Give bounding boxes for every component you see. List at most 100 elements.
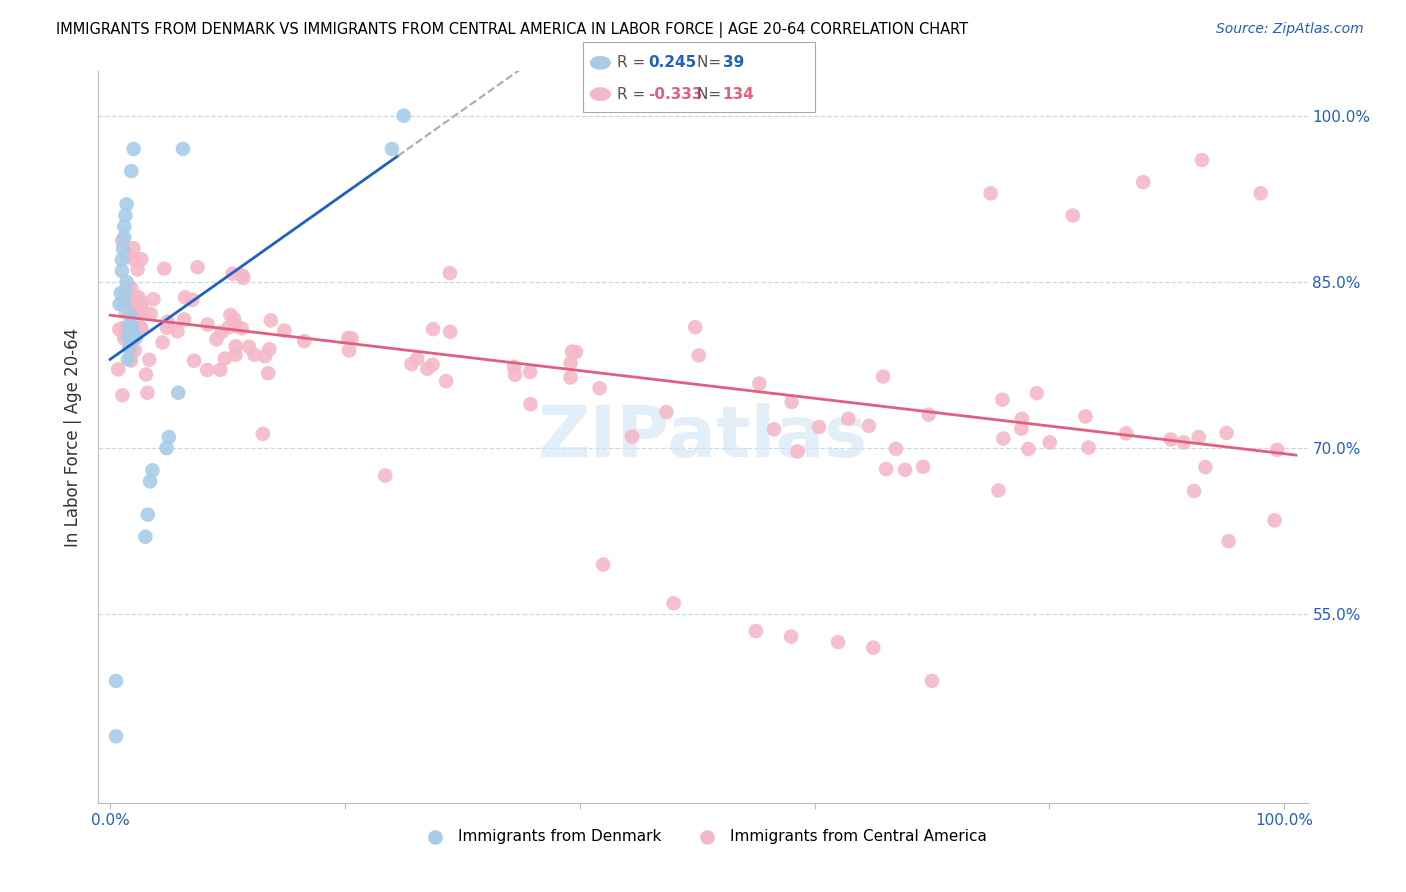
Point <box>156 315 179 329</box>
Text: 134: 134 <box>723 87 755 102</box>
Point <box>1039 435 1062 450</box>
Point <box>980 186 1002 201</box>
Point <box>120 298 142 312</box>
Point <box>120 164 142 178</box>
Point <box>131 301 153 316</box>
Point <box>110 285 132 300</box>
Point <box>231 321 253 335</box>
Point <box>115 281 138 295</box>
Point <box>422 358 444 372</box>
Point <box>131 252 153 267</box>
Text: 39: 39 <box>723 55 744 70</box>
Point <box>205 332 228 346</box>
Point <box>252 426 274 441</box>
Point <box>131 307 153 321</box>
Point <box>221 267 243 281</box>
Point <box>561 344 583 359</box>
Point <box>392 109 415 123</box>
Point <box>120 340 142 354</box>
Point <box>875 462 897 476</box>
Point <box>167 385 190 400</box>
Point <box>118 333 141 347</box>
Point <box>292 334 315 348</box>
Point <box>337 331 360 345</box>
Point <box>173 312 195 326</box>
Point <box>565 345 588 359</box>
Point <box>124 343 146 358</box>
Point <box>157 430 180 444</box>
Point <box>105 729 128 743</box>
Point <box>862 640 884 655</box>
Point <box>406 351 429 366</box>
Point <box>1191 153 1213 167</box>
Point <box>786 444 808 458</box>
Text: R =: R = <box>617 87 651 102</box>
Point <box>260 313 283 327</box>
Point <box>519 397 541 411</box>
Point <box>124 325 146 339</box>
Point <box>1115 426 1137 441</box>
Point <box>121 319 143 334</box>
Point <box>152 335 174 350</box>
Point <box>401 357 423 371</box>
Point <box>183 353 205 368</box>
Point <box>434 374 457 388</box>
Point <box>107 362 129 376</box>
Point <box>993 432 1015 446</box>
Point <box>114 285 136 300</box>
Point <box>1010 422 1032 436</box>
Point <box>911 459 934 474</box>
Point <box>1017 442 1039 456</box>
Point <box>118 291 141 305</box>
Point <box>1263 513 1285 527</box>
Point <box>1250 186 1272 201</box>
Point <box>1160 433 1182 447</box>
Point <box>114 209 136 223</box>
Point <box>122 142 145 156</box>
Point <box>222 312 245 326</box>
Point <box>197 318 219 332</box>
Point <box>122 241 145 255</box>
Point <box>219 308 242 322</box>
Text: -0.333: -0.333 <box>648 87 703 102</box>
Point <box>1182 484 1205 499</box>
Point <box>122 252 145 267</box>
Point <box>166 324 188 338</box>
Text: N=: N= <box>697 55 727 70</box>
Point <box>112 320 135 334</box>
Point <box>1173 435 1195 450</box>
Point <box>422 322 444 336</box>
Point <box>117 352 139 367</box>
Point <box>112 230 135 244</box>
Point <box>683 320 706 334</box>
Point <box>136 385 159 400</box>
Point <box>117 279 139 293</box>
Text: R =: R = <box>617 55 651 70</box>
Point <box>131 321 153 335</box>
Point <box>122 332 145 346</box>
Point <box>135 368 157 382</box>
Point <box>112 242 135 256</box>
Point <box>108 297 131 311</box>
Point <box>224 348 246 362</box>
Point <box>225 339 247 353</box>
Point <box>592 558 614 572</box>
Y-axis label: In Labor Force | Age 20-64: In Labor Force | Age 20-64 <box>65 327 83 547</box>
Point <box>503 359 526 374</box>
Point <box>621 429 644 443</box>
Point <box>503 368 526 382</box>
Point <box>112 297 135 311</box>
Point <box>120 308 142 322</box>
Point <box>120 353 142 368</box>
Point <box>560 370 582 384</box>
Point <box>780 395 803 409</box>
Point <box>808 420 831 434</box>
Point <box>111 234 134 248</box>
Point <box>1074 409 1097 424</box>
Point <box>827 635 849 649</box>
Point <box>991 392 1014 407</box>
Legend: Immigrants from Denmark, Immigrants from Central America: Immigrants from Denmark, Immigrants from… <box>413 822 993 850</box>
Point <box>209 363 232 377</box>
Point <box>136 508 159 522</box>
Point <box>214 351 236 366</box>
